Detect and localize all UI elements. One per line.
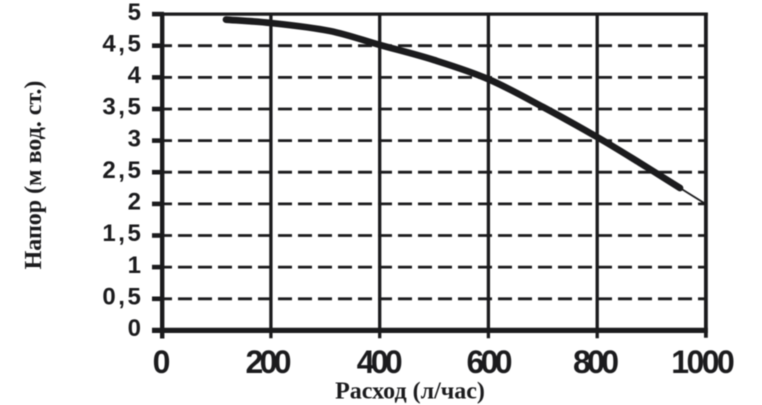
svg-text:3,5: 3,5	[102, 94, 143, 121]
svg-text:Напор (м вод. ст.): Напор (м вод. ст.)	[21, 81, 47, 270]
svg-text:5: 5	[128, 0, 141, 26]
svg-text:400: 400	[357, 344, 403, 380]
svg-text:0: 0	[153, 344, 171, 380]
svg-text:3: 3	[128, 125, 141, 152]
svg-text:4: 4	[128, 62, 142, 89]
svg-text:4,5: 4,5	[102, 30, 143, 57]
svg-text:600: 600	[467, 344, 513, 380]
svg-text:800: 800	[573, 344, 619, 380]
svg-text:1: 1	[128, 252, 141, 279]
svg-text:Расход (л/час): Расход (л/час)	[335, 379, 485, 405]
svg-text:2,5: 2,5	[102, 157, 143, 184]
svg-text:1,5: 1,5	[102, 220, 143, 247]
svg-text:0: 0	[128, 315, 141, 342]
svg-text:2: 2	[128, 189, 141, 216]
svg-text:200: 200	[246, 344, 292, 380]
svg-text:1000: 1000	[671, 344, 735, 380]
svg-text:0,5: 0,5	[102, 284, 143, 311]
